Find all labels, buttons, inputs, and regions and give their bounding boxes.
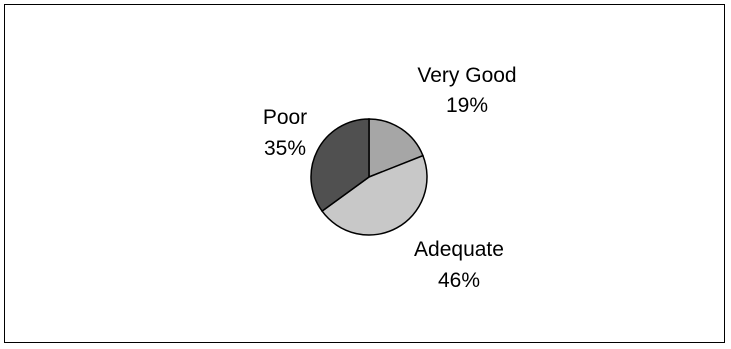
pie-slices	[310, 118, 428, 236]
slice-label-poor: Poor	[263, 106, 307, 129]
chart-frame: Very Good 19% Adequate 46% Poor 35%	[4, 4, 725, 343]
slice-value-poor: 35%	[264, 137, 306, 160]
pie-slice-poor	[310, 118, 370, 213]
pie-chart: Very Good 19% Adequate 46% Poor 35%	[263, 64, 517, 292]
pie-slice-adequate	[321, 154, 428, 236]
slice-value-very-good: 19%	[446, 94, 488, 117]
slice-label-adequate: Adequate	[414, 238, 504, 261]
slice-value-adequate: 46%	[438, 269, 480, 292]
pie-slice-very-good	[368, 118, 424, 179]
slice-label-very-good: Very Good	[417, 64, 516, 87]
